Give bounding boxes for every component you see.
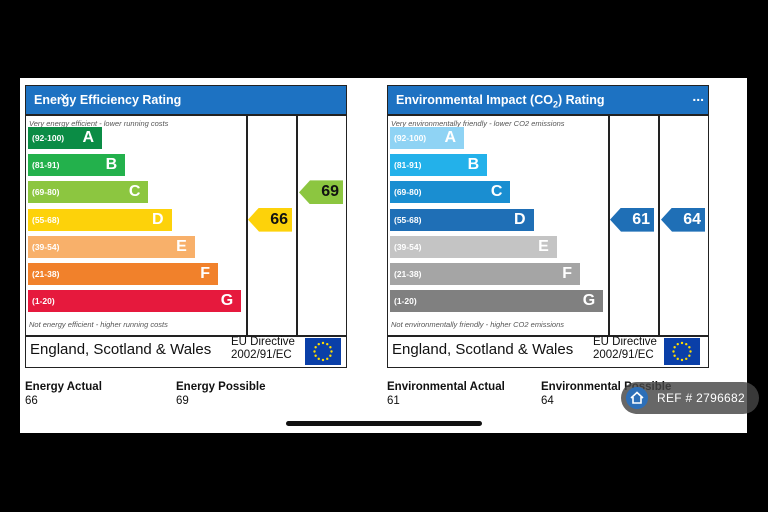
rating-band-e: (39-54) E: [390, 235, 557, 258]
column-divider: [246, 114, 248, 336]
column-divider: [608, 114, 610, 336]
band-range: (21-38): [394, 269, 422, 279]
epc-sheet: Energy Efficiency Rating × Very energy e…: [20, 78, 747, 433]
band-letter: A: [82, 129, 94, 146]
rating-band-g: (1-20) G: [28, 290, 242, 313]
rating-band-e: (39-54) E: [28, 235, 195, 258]
energy-possible: Energy Possible 69: [176, 381, 265, 407]
chart-title: Environmental Impact (CO2) Rating ...: [388, 86, 708, 114]
band-range: (1-20): [32, 296, 55, 307]
band-letter: D: [152, 210, 164, 228]
directive-line-2: 2002/91/EC: [231, 349, 292, 361]
band-letter: G: [220, 292, 234, 310]
eu-flag-icon: [664, 338, 700, 365]
potential-rating-arrow: 69: [299, 180, 343, 205]
reference-number: REF # 2796682: [657, 391, 745, 405]
band-range: (69-80): [394, 187, 422, 198]
note-top: Very energy efficient - lower running co…: [29, 119, 169, 128]
band-range: (55-68): [32, 214, 60, 225]
band-range: (92-100): [32, 133, 65, 143]
divider: [26, 335, 346, 337]
band-range: (1-20): [394, 296, 417, 307]
chart-title-subscript: 2: [552, 99, 558, 110]
chart-title-text: Energy Efficiency Rating: [34, 93, 182, 107]
column-divider: [296, 114, 298, 336]
more-icon[interactable]: ...: [692, 88, 704, 104]
rating-band-b: (81-91) B: [390, 154, 488, 177]
environmental-actual: Environmental Actual 61: [387, 381, 505, 407]
directive-line-1: EU Directive: [593, 336, 657, 348]
chart-title: Energy Efficiency Rating ×: [26, 86, 346, 114]
energy-actual-value: 66: [25, 395, 38, 407]
band-letter: F: [562, 265, 572, 282]
rating-band-f: (21-38) F: [28, 263, 218, 285]
energy-efficiency-chart: Energy Efficiency Rating × Very energy e…: [25, 85, 347, 368]
note-bottom: Not energy efficient - higher running co…: [29, 320, 168, 329]
note-bottom: Not environmentally friendly - higher CO…: [391, 320, 564, 329]
current-rating-arrow: 61: [610, 207, 654, 232]
reference-badge[interactable]: REF # 2796682: [621, 382, 759, 414]
band-range: (55-68): [394, 214, 422, 225]
eu-directive: EU Directive 2002/91/EC: [593, 336, 657, 362]
band-letter: D: [514, 210, 526, 228]
band-range: (81-91): [394, 160, 422, 171]
energy-actual: Energy Actual 66: [25, 381, 102, 407]
band-letter: B: [467, 156, 480, 174]
divider: [26, 114, 346, 116]
home-icon: [626, 387, 648, 409]
band-range: (92-100): [394, 133, 427, 143]
rating-band-c: (69-80) C: [28, 181, 149, 204]
energy-possible-value: 69: [176, 395, 189, 407]
band-letter: A: [444, 129, 456, 146]
rating-band-a: (92-100) A: [390, 127, 464, 149]
band-range: (81-91): [32, 160, 60, 171]
band-letter: E: [538, 237, 549, 255]
band-letter: G: [582, 292, 596, 310]
note-top: Very environmentally friendly - lower CO…: [391, 119, 565, 128]
rating-band-g: (1-20) G: [390, 290, 604, 313]
rating-band-c: (69-80) C: [390, 181, 511, 204]
rating-band-b: (81-91) B: [28, 154, 126, 177]
environmental-impact-chart: Environmental Impact (CO2) Rating ... Ve…: [387, 85, 709, 368]
energy-actual-label: Energy Actual: [25, 381, 102, 393]
directive-line-2: 2002/91/EC: [593, 349, 654, 361]
rating-band-d: (55-68) D: [28, 208, 172, 231]
rating-band-d: (55-68) D: [390, 208, 534, 231]
eu-flag-icon: [305, 338, 341, 365]
chart-title-text: Environmental Impact (CO: [396, 93, 553, 107]
eu-directive: EU Directive 2002/91/EC: [231, 336, 295, 362]
region-label: England, Scotland & Wales: [392, 341, 574, 358]
band-letter: F: [200, 265, 210, 282]
divider: [388, 335, 708, 337]
energy-possible-label: Energy Possible: [176, 381, 266, 393]
region-label: England, Scotland & Wales: [30, 341, 212, 358]
band-letter: E: [176, 237, 187, 255]
band-range: (69-80): [32, 187, 60, 198]
rating-band-a: (92-100) A: [28, 127, 102, 149]
band-letter: C: [128, 183, 141, 201]
band-range: (21-38): [32, 269, 60, 279]
home-indicator[interactable]: [286, 421, 482, 426]
current-rating-arrow: 66: [248, 207, 292, 232]
band-range: (39-54): [394, 241, 422, 252]
environmental-actual-label: Environmental Actual: [387, 381, 505, 393]
environmental-actual-value: 61: [387, 395, 400, 407]
divider: [388, 114, 708, 116]
band-range: (39-54): [32, 241, 60, 252]
directive-line-1: EU Directive: [231, 336, 295, 348]
environmental-possible-value: 64: [541, 395, 554, 407]
rating-band-f: (21-38) F: [390, 263, 580, 285]
column-divider: [658, 114, 660, 336]
close-icon[interactable]: ×: [60, 89, 69, 106]
potential-rating-arrow: 64: [661, 207, 705, 232]
chart-title-end: ) Rating: [558, 93, 605, 107]
band-letter: B: [105, 156, 118, 174]
band-letter: C: [490, 183, 503, 201]
